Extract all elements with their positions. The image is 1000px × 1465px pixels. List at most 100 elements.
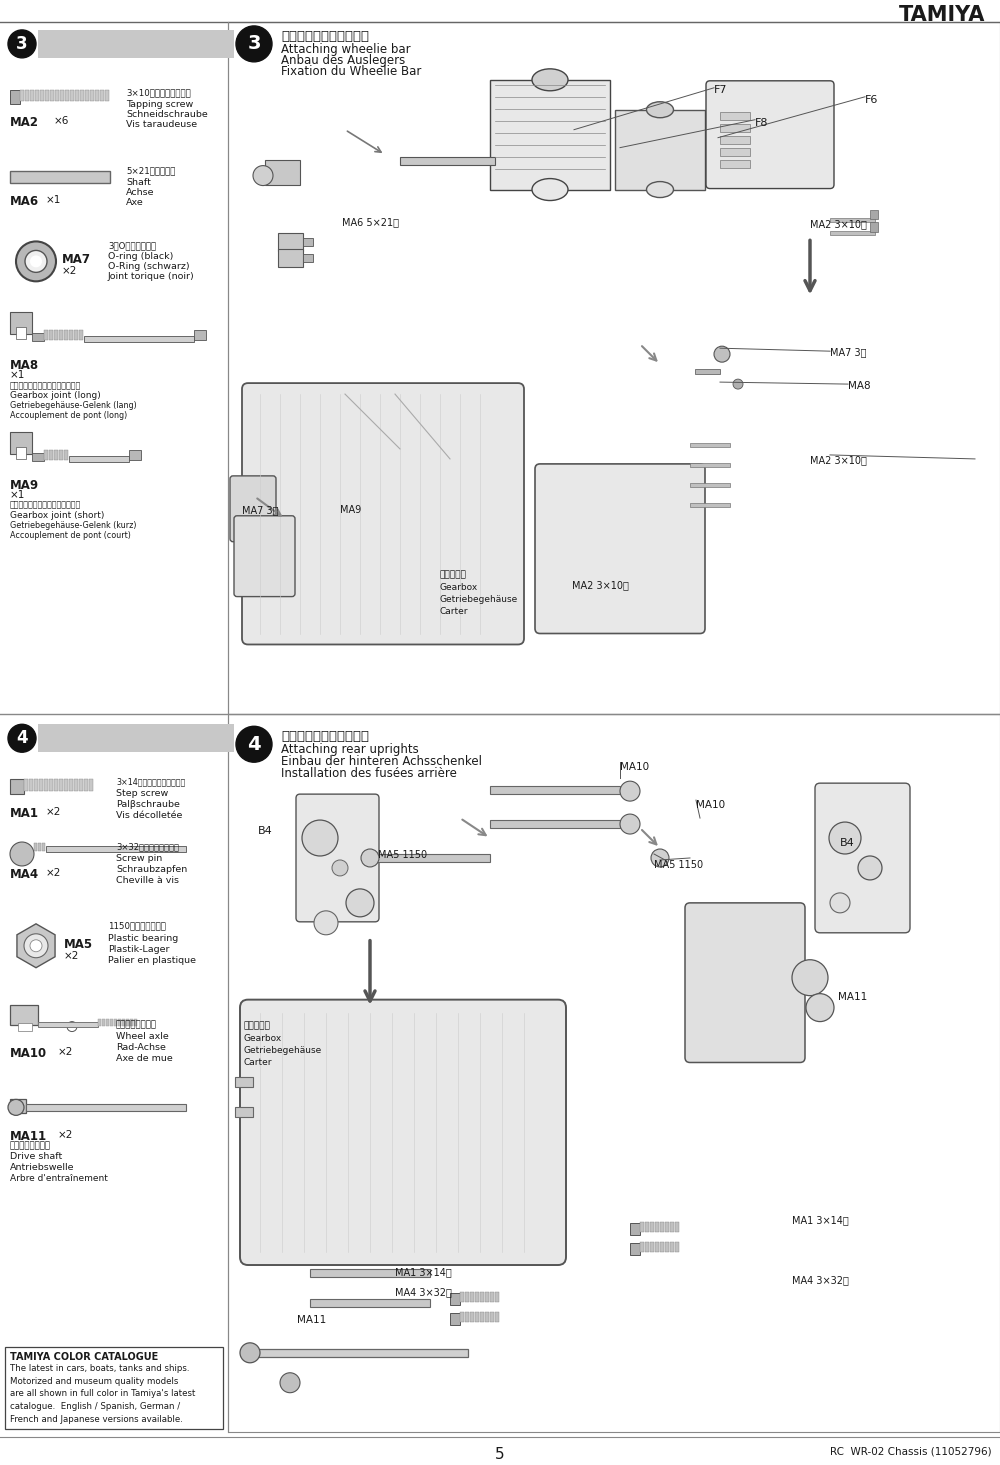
Text: リヤアクスルの取り付け: リヤアクスルの取り付け bbox=[281, 730, 369, 743]
Text: 3: 3 bbox=[16, 35, 28, 53]
Bar bbox=[69, 330, 73, 340]
Text: ×2: ×2 bbox=[46, 867, 61, 878]
Circle shape bbox=[240, 1343, 260, 1362]
Bar bbox=[10, 170, 110, 183]
Text: Schraubzapfen: Schraubzapfen bbox=[116, 864, 187, 875]
Text: MA11: MA11 bbox=[10, 1131, 47, 1143]
Text: MA5 1150: MA5 1150 bbox=[654, 860, 703, 870]
Bar bbox=[129, 450, 141, 460]
Text: Palier en plastique: Palier en plastique bbox=[108, 955, 196, 965]
Text: MA2 3×10㎜: MA2 3×10㎜ bbox=[810, 456, 867, 464]
Text: Axe de mue: Axe de mue bbox=[116, 1053, 173, 1062]
Bar bbox=[248, 1349, 468, 1357]
Bar bbox=[35, 89, 39, 101]
Circle shape bbox=[651, 850, 669, 867]
Bar bbox=[26, 1105, 186, 1112]
Bar bbox=[59, 330, 63, 340]
Text: Gearbox: Gearbox bbox=[440, 583, 478, 592]
Circle shape bbox=[24, 933, 48, 958]
Bar bbox=[615, 110, 705, 189]
Bar bbox=[490, 1311, 494, 1321]
Bar bbox=[118, 1018, 121, 1026]
Text: ギヤーボックスジョイント（短）: ギヤーボックスジョイント（短） bbox=[10, 501, 81, 510]
Text: Screw pin: Screw pin bbox=[116, 854, 162, 863]
Text: 3×32㎜スクリュービン: 3×32㎜スクリュービン bbox=[116, 842, 179, 851]
Text: B4: B4 bbox=[840, 838, 855, 848]
Bar bbox=[44, 779, 48, 791]
Text: Cheville à vis: Cheville à vis bbox=[116, 876, 179, 885]
Text: ギヤケース: ギヤケース bbox=[243, 1021, 270, 1030]
Circle shape bbox=[8, 1099, 24, 1115]
Bar bbox=[10, 312, 32, 334]
Text: ×2: ×2 bbox=[58, 1131, 73, 1140]
Text: 3: 3 bbox=[247, 34, 261, 53]
Bar bbox=[690, 463, 730, 467]
Bar bbox=[465, 1292, 469, 1302]
Bar bbox=[46, 845, 186, 853]
Text: MA10: MA10 bbox=[696, 800, 725, 810]
Bar bbox=[194, 330, 206, 340]
Bar bbox=[54, 779, 58, 791]
Bar bbox=[475, 1292, 479, 1302]
Text: Getriebegehäuse-Gelenk (kurz): Getriebegehäuse-Gelenk (kurz) bbox=[10, 520, 136, 530]
Text: Fixation du Wheelie Bar: Fixation du Wheelie Bar bbox=[281, 64, 421, 78]
Bar bbox=[80, 89, 84, 101]
Bar bbox=[134, 1018, 137, 1026]
Bar bbox=[720, 123, 750, 132]
Bar bbox=[59, 450, 63, 460]
Circle shape bbox=[346, 889, 374, 917]
Text: Tapping screw: Tapping screw bbox=[126, 100, 193, 108]
Text: 5: 5 bbox=[495, 1446, 505, 1462]
Bar bbox=[16, 327, 26, 340]
Bar bbox=[870, 223, 878, 233]
Bar bbox=[235, 1077, 253, 1087]
Text: MA4 3×32㎜: MA4 3×32㎜ bbox=[792, 1275, 849, 1285]
Ellipse shape bbox=[646, 101, 674, 117]
Text: O-ring (black): O-ring (black) bbox=[108, 252, 173, 261]
Bar bbox=[490, 787, 620, 794]
Bar bbox=[470, 1311, 474, 1321]
Bar bbox=[122, 1018, 125, 1026]
Text: MA4: MA4 bbox=[10, 867, 39, 880]
Text: Step screw: Step screw bbox=[116, 790, 168, 798]
Bar bbox=[106, 1018, 109, 1026]
Bar bbox=[64, 330, 68, 340]
Bar bbox=[645, 1222, 649, 1232]
Text: Attaching wheelie bar: Attaching wheelie bar bbox=[281, 42, 411, 56]
Bar bbox=[38, 1021, 98, 1027]
Circle shape bbox=[236, 727, 272, 762]
Bar bbox=[370, 854, 490, 861]
FancyBboxPatch shape bbox=[815, 784, 910, 933]
Circle shape bbox=[806, 993, 834, 1021]
Text: MA1 3×14㎜: MA1 3×14㎜ bbox=[395, 1267, 452, 1277]
Text: Einbau der hinteren Achsschenkel: Einbau der hinteren Achsschenkel bbox=[281, 756, 482, 768]
Circle shape bbox=[361, 850, 379, 867]
Text: ×1: ×1 bbox=[46, 195, 61, 205]
Circle shape bbox=[25, 251, 47, 272]
Text: MA2 3×10㎜: MA2 3×10㎜ bbox=[810, 220, 867, 230]
Bar bbox=[640, 1222, 644, 1232]
Bar bbox=[18, 1023, 32, 1030]
Bar bbox=[235, 1108, 253, 1118]
Text: Gearbox: Gearbox bbox=[243, 1034, 281, 1043]
FancyBboxPatch shape bbox=[296, 794, 379, 921]
Text: ギヤケース: ギヤケース bbox=[440, 571, 467, 580]
Text: MA8: MA8 bbox=[10, 359, 39, 372]
Bar bbox=[75, 89, 79, 101]
Text: MA11: MA11 bbox=[297, 1316, 326, 1324]
Bar bbox=[44, 450, 48, 460]
Circle shape bbox=[280, 1373, 300, 1393]
Bar bbox=[720, 160, 750, 167]
Ellipse shape bbox=[532, 179, 568, 201]
Bar bbox=[665, 1222, 669, 1232]
Text: MA7 3㎜: MA7 3㎜ bbox=[242, 505, 278, 514]
Circle shape bbox=[10, 842, 34, 866]
Text: ホイールアクスル: ホイールアクスル bbox=[116, 1021, 157, 1030]
Text: Vis décolletée: Vis décolletée bbox=[116, 812, 182, 820]
Circle shape bbox=[733, 379, 743, 390]
Text: TAMIYA COLOR CATALOGUE: TAMIYA COLOR CATALOGUE bbox=[10, 1352, 158, 1362]
Text: 5×21㎜シャフト: 5×21㎜シャフト bbox=[126, 167, 175, 176]
Bar bbox=[675, 1222, 679, 1232]
Text: Getriebegehäuse: Getriebegehäuse bbox=[440, 595, 518, 604]
Text: MA8: MA8 bbox=[848, 381, 871, 391]
